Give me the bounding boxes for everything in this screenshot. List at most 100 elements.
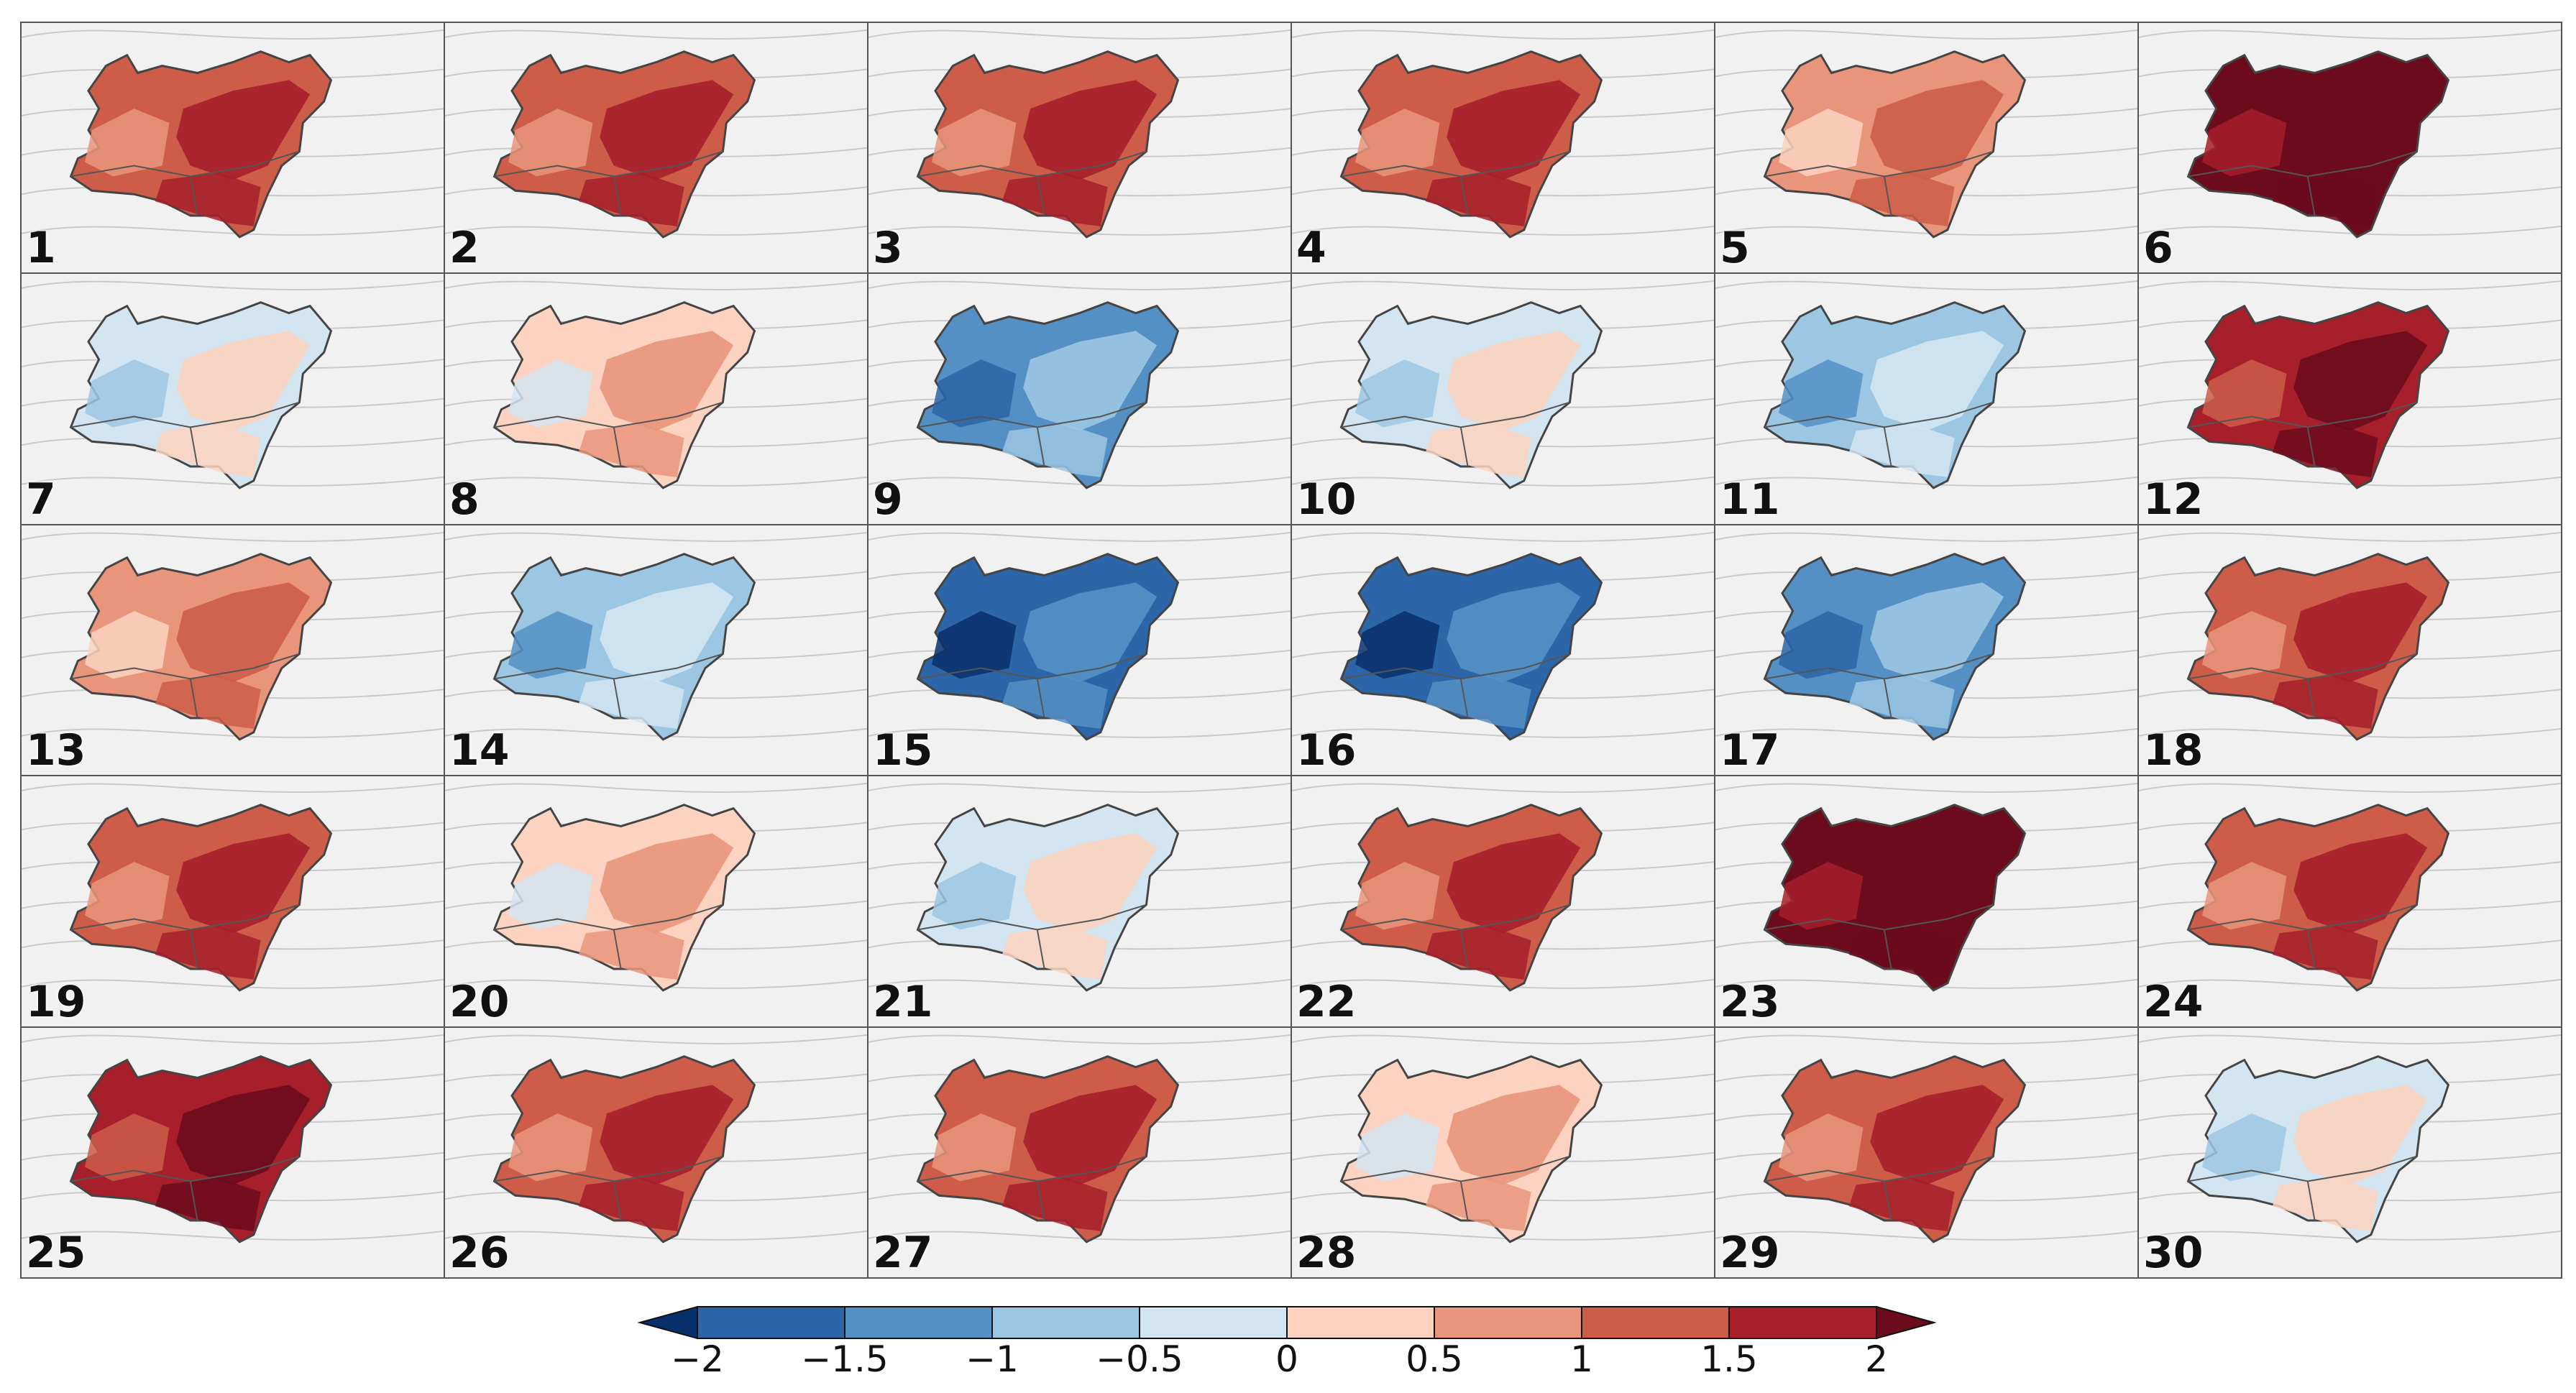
- panel-number: 21: [873, 976, 933, 1027]
- map-panel: 18: [2137, 523, 2562, 777]
- region-west-shade: [932, 359, 1017, 428]
- region-west-shade: [932, 1113, 1017, 1181]
- internal-boundary: [1459, 929, 1469, 970]
- region-west-shade: [1779, 862, 1864, 930]
- region-south-shade: [1001, 423, 1108, 478]
- internal-boundary: [494, 150, 723, 178]
- colorbar-tick-label: −1: [966, 1338, 1019, 1380]
- region-east-shade: [1447, 833, 1581, 934]
- region-south-shade: [2272, 423, 2378, 478]
- map-panel: 21: [867, 775, 1292, 1028]
- border-line: [1715, 477, 2137, 487]
- region-east-shade: [1023, 80, 1158, 180]
- border-line: [1715, 280, 2137, 291]
- colorbar-tick-label: 0.5: [1406, 1338, 1463, 1380]
- region-west-shade: [2202, 862, 2287, 930]
- internal-boundary: [613, 929, 622, 970]
- internal-boundary: [189, 1180, 198, 1220]
- panel-number: 25: [26, 1227, 86, 1278]
- panel-number: 16: [1296, 725, 1357, 776]
- border-line: [1292, 531, 1714, 542]
- colorbar-tick-label: 1: [1570, 1338, 1593, 1380]
- internal-boundary: [70, 402, 300, 428]
- internal-boundary: [1036, 176, 1045, 216]
- border-line: [22, 727, 444, 738]
- map-svg: [1292, 525, 1714, 776]
- map-svg: [1292, 776, 1714, 1026]
- panel-number: 14: [449, 725, 510, 776]
- region-west-shade: [1355, 610, 1440, 679]
- colorbar-extension-low: [637, 1305, 698, 1340]
- border-line: [1715, 531, 2137, 542]
- region-south-shade: [1425, 423, 1531, 478]
- border-line: [1292, 280, 1714, 291]
- map-panel: 6: [2137, 22, 2562, 275]
- map-panel: 19: [20, 775, 445, 1028]
- region-east-shade: [2293, 80, 2428, 180]
- region-south-shade: [1425, 926, 1531, 980]
- internal-boundary: [189, 679, 198, 718]
- map-panel: 28: [1291, 1026, 1715, 1279]
- colorbar-bin: [1286, 1306, 1435, 1339]
- region-south-shade: [1848, 675, 1955, 729]
- colorbar-tick-label: −0.5: [1096, 1338, 1183, 1380]
- border-line: [2139, 979, 2561, 990]
- region-west-shade: [1355, 359, 1440, 428]
- border-line: [22, 783, 444, 794]
- internal-boundary: [1459, 427, 1469, 467]
- border-line: [445, 783, 867, 794]
- internal-boundary: [494, 402, 723, 428]
- region-south-shade: [578, 675, 684, 729]
- region-south-shade: [578, 423, 684, 478]
- region-west-shade: [85, 359, 170, 428]
- colorbar-bin: [1139, 1306, 1288, 1339]
- map-svg: [868, 776, 1291, 1026]
- border-line: [868, 1230, 1291, 1241]
- map-panel: 10: [1291, 272, 1715, 525]
- map-svg: [868, 1027, 1291, 1277]
- colorbar-bin: [991, 1306, 1140, 1339]
- region-east-shade: [176, 833, 311, 934]
- region-east-shade: [600, 80, 734, 180]
- region-east-shade: [1447, 582, 1581, 683]
- map-svg: [22, 525, 444, 776]
- border-line: [1292, 979, 1714, 990]
- internal-boundary: [2306, 679, 2316, 718]
- panel-number: 8: [449, 474, 480, 525]
- internal-boundary: [494, 1155, 723, 1182]
- region-east-shade: [176, 1084, 311, 1185]
- border-line: [22, 225, 444, 236]
- internal-boundary: [613, 176, 622, 216]
- region-west-shade: [1355, 109, 1440, 177]
- map-svg: [868, 23, 1291, 273]
- region-west-shade: [1779, 610, 1864, 679]
- colorbar-bin: [1581, 1306, 1730, 1339]
- region-east-shade: [1023, 582, 1158, 683]
- map-svg: [2139, 23, 2561, 273]
- colorbar-tick-label: 2: [1865, 1338, 1888, 1380]
- region-south-shade: [1001, 926, 1108, 980]
- region-south-shade: [155, 423, 261, 478]
- region-east-shade: [1447, 331, 1581, 431]
- border-line: [2139, 280, 2561, 291]
- internal-boundary: [70, 1155, 300, 1182]
- border-line: [22, 29, 444, 40]
- border-line: [2139, 1230, 2561, 1241]
- internal-boundary: [1459, 679, 1469, 718]
- panel-number: 15: [873, 725, 933, 776]
- border-line: [2139, 477, 2561, 487]
- map-svg: [1292, 23, 1714, 273]
- map-panel: 7: [20, 272, 445, 525]
- map-panel: 26: [444, 1026, 868, 1279]
- map-svg: [868, 525, 1291, 776]
- border-line: [868, 979, 1291, 990]
- border-line: [22, 1230, 444, 1241]
- map-svg: [1715, 274, 2137, 524]
- border-line: [1292, 29, 1714, 40]
- colorbar-tick-label: −1.5: [801, 1338, 888, 1380]
- border-line: [1715, 29, 2137, 40]
- border-line: [2139, 531, 2561, 542]
- border-line: [868, 477, 1291, 487]
- panel-number: 10: [1296, 474, 1357, 525]
- region-south-shade: [578, 1177, 684, 1231]
